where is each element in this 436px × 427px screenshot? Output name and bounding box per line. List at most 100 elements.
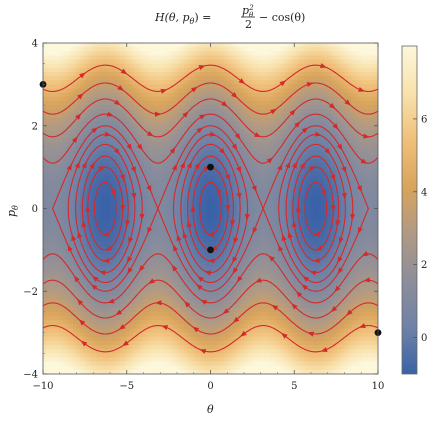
heatmap-cell (160, 92, 165, 98)
heatmap-cell (46, 191, 51, 197)
heatmap-cell (79, 220, 84, 226)
heatmap-cell (83, 220, 88, 226)
heatmap-cell (56, 262, 61, 268)
heatmap-cell (190, 100, 195, 106)
heatmap-cell (160, 311, 165, 317)
heatmap-cell (99, 324, 104, 330)
heatmap-cell (126, 254, 131, 259)
heatmap-cell (136, 59, 141, 65)
heatmap-cell (240, 154, 245, 160)
heatmap-cell (116, 105, 121, 110)
heatmap-cell (43, 109, 47, 114)
heatmap-cell (237, 109, 242, 114)
heatmap-cell (230, 55, 235, 61)
heatmap-cell (103, 266, 108, 272)
heatmap-cell (203, 51, 208, 57)
heatmap-cell (190, 336, 195, 342)
heatmap-cell (150, 200, 155, 205)
heatmap-cell (240, 349, 245, 354)
heatmap-cell (143, 274, 148, 280)
heatmap-cell (86, 229, 91, 234)
heatmap-cell (156, 187, 161, 193)
heatmap-cell (106, 303, 111, 309)
heatmap-cell (146, 96, 151, 102)
heatmap-cell (59, 245, 64, 251)
heatmap-cell (46, 167, 51, 172)
heatmap-cell (207, 278, 212, 284)
heatmap-cell (113, 353, 118, 359)
heatmap-cell (43, 196, 47, 201)
heatmap-cell (163, 320, 168, 325)
heatmap-cell (244, 357, 248, 363)
heatmap-cell (79, 245, 84, 251)
heatmap-cell (180, 237, 185, 243)
heatmap-cell (150, 229, 155, 234)
heatmap-cell (163, 100, 168, 106)
heatmap-cell (207, 220, 212, 226)
heatmap-cell (180, 332, 185, 338)
heatmap-cell (93, 138, 98, 143)
heatmap-cell (93, 175, 98, 181)
heatmap-cell (190, 183, 195, 189)
heatmap-cell (203, 324, 208, 330)
heatmap-cell (247, 146, 252, 152)
heatmap-cell (237, 212, 242, 218)
heatmap-cell (63, 80, 68, 85)
heatmap-cell (53, 51, 57, 57)
heatmap-cell (237, 233, 242, 239)
heatmap-cell (140, 225, 145, 230)
heatmap-cell (193, 80, 198, 85)
heatmap-cell (177, 353, 181, 359)
heatmap-cell (110, 146, 114, 152)
heatmap-cell (136, 71, 141, 77)
heatmap-cell (99, 262, 104, 268)
heatmap-cell (99, 208, 104, 214)
heatmap-cell (250, 138, 255, 143)
heatmap-cell (143, 245, 148, 251)
heatmap-cell (103, 204, 108, 210)
heatmap-cell (166, 229, 171, 234)
heatmap-cell (213, 336, 218, 342)
heatmap-cell (166, 287, 171, 292)
heatmap-cell (136, 100, 141, 106)
heatmap-cell (170, 245, 175, 251)
heatmap-cell (153, 299, 158, 305)
heatmap-cell (66, 129, 71, 135)
heatmap-cell (244, 150, 248, 156)
heatmap-cell (150, 187, 155, 193)
heatmap-cell (170, 134, 175, 139)
heatmap-cell (233, 361, 238, 367)
heatmap-cell (59, 125, 64, 131)
heatmap-cell (160, 229, 165, 234)
heatmap-cell (156, 320, 161, 325)
heatmap-cell (237, 303, 242, 309)
heatmap-cell (237, 59, 242, 65)
heatmap-cell (110, 67, 114, 73)
heatmap-cell (223, 121, 228, 127)
heatmap-cell (230, 307, 235, 313)
heatmap-cell (106, 320, 111, 325)
heatmap-cell (56, 357, 61, 363)
heatmap-cell (136, 208, 141, 214)
heatmap-cell (89, 105, 94, 110)
heatmap-cell (153, 287, 158, 292)
heatmap-cell (244, 179, 248, 185)
heatmap-cell (76, 51, 81, 57)
heatmap-cell (43, 88, 47, 94)
heatmap-cell (227, 84, 232, 90)
heatmap-cell (200, 150, 205, 156)
heatmap-cell (166, 187, 171, 193)
heatmap-cell (153, 353, 158, 359)
heatmap-cell (96, 92, 101, 98)
heatmap-cell (93, 229, 98, 234)
heatmap-cell (150, 105, 155, 110)
heatmap-cell (59, 67, 64, 73)
heatmap-cell (244, 80, 248, 85)
heatmap-cell (110, 138, 114, 143)
heatmap-cell (217, 365, 222, 371)
heatmap-cell (166, 43, 171, 48)
heatmap-cell (43, 146, 47, 152)
heatmap-cell (220, 200, 225, 205)
heatmap-cell (203, 225, 208, 230)
heatmap-cell (213, 369, 218, 374)
